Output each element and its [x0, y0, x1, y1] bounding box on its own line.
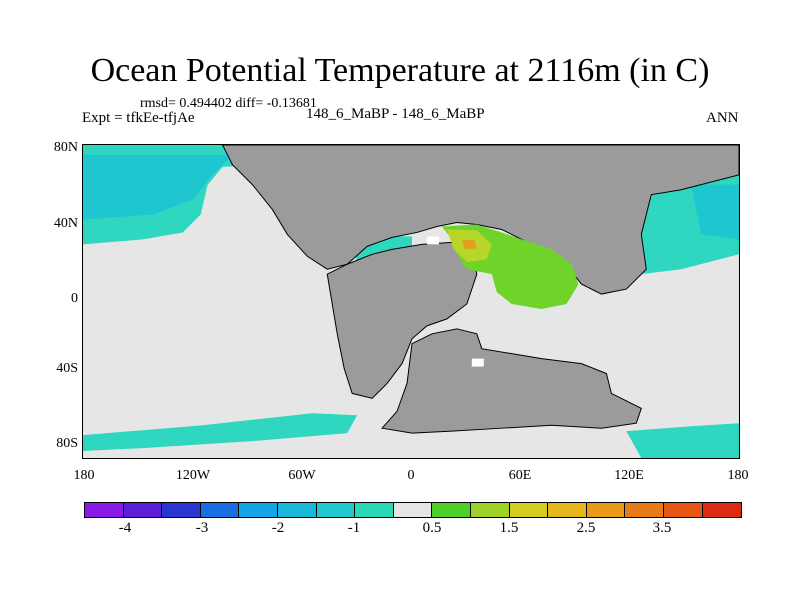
anomaly-antarctic-west [83, 413, 358, 452]
temperature-map [82, 144, 740, 459]
anomaly-northeast-pacific-inner [691, 184, 739, 240]
colorbar-box [85, 503, 124, 517]
anomaly-arctic-cyan [83, 154, 233, 220]
colorbar-box [625, 503, 664, 517]
colorbar-label: 1.5 [499, 520, 519, 536]
colorbar-label: -4 [118, 520, 132, 536]
colorbar-box [123, 503, 163, 517]
colorbar-box [393, 503, 433, 517]
xtick-60e: 60E [508, 468, 532, 483]
colorbar-label: -1 [347, 520, 361, 536]
ice-patch [426, 236, 439, 245]
xtick-120w: 120W [175, 468, 211, 483]
colorbar-label: 2.5 [576, 520, 596, 536]
colorbar-label: -2 [271, 520, 285, 536]
ytick-40s: 40S [56, 361, 78, 376]
colorbar-box [663, 503, 703, 517]
stats-text: rmsd= 0.494402 diff= -0.13681 [140, 96, 317, 111]
landmass-south [381, 328, 642, 434]
xtick-120e: 120E [614, 468, 644, 483]
ytick-40n: 40N [53, 216, 78, 231]
colorbar [84, 502, 743, 518]
colorbar-box [277, 503, 317, 517]
colorbar-box [200, 503, 240, 517]
ytick-80n: 80N [53, 140, 78, 155]
colorbar-box [509, 503, 549, 517]
colorbar-label: -3 [195, 520, 209, 536]
xtick-0: 0 [407, 468, 415, 483]
colorbar-label: 0.5 [422, 520, 442, 536]
colorbar-label: 3.5 [652, 520, 672, 536]
expt-label: Expt = tfkEe-tfjAe [82, 110, 195, 126]
season-label: ANN [706, 110, 739, 126]
colorbar-box [702, 503, 742, 517]
colorbar-box [432, 503, 471, 517]
anomaly-tethys-orange [461, 239, 477, 250]
ice-patch-2 [471, 358, 484, 367]
xtick-180e: 180 [727, 468, 749, 483]
map-title: Ocean Potential Temperature at 2116m (in… [90, 52, 710, 89]
xtick-60w: 60W [288, 468, 316, 483]
colorbar-box [586, 503, 626, 517]
landmass-north [222, 145, 739, 295]
anomaly-antarctic-east [626, 423, 739, 458]
xtick-180w: 180 [73, 468, 95, 483]
ytick-0: 0 [71, 291, 78, 306]
case-label: 148_6_MaBP - 148_6_MaBP [306, 106, 485, 122]
colorbar-box [470, 503, 510, 517]
ytick-80s: 80S [56, 436, 78, 451]
colorbar-box [355, 503, 394, 517]
colorbar-box [162, 503, 201, 517]
landmass-south-america-africa [326, 241, 478, 399]
colorbar-box [239, 503, 278, 517]
continents [222, 145, 739, 434]
colorbar-box [316, 503, 356, 517]
colorbar-box [548, 503, 587, 517]
